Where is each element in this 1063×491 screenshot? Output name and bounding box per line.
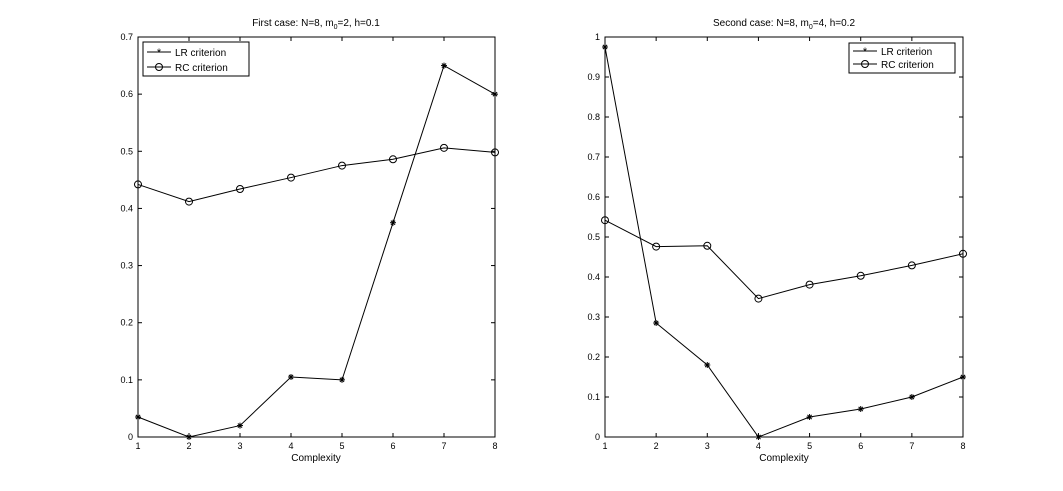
chart-2: Second case: N=8, m0=4, h=0.2 1 2 3 4 5 6 7 8 0… xyxy=(587,18,967,464)
chart-2-lr-point xyxy=(704,362,711,368)
chart-1-legend-marker-circle xyxy=(155,63,163,71)
y-tick-label: 0.7 xyxy=(587,152,600,162)
chart-1-x-axis-label: Complexity xyxy=(291,453,340,464)
chart-2-rc-point xyxy=(856,271,865,280)
y-tick-label: 0.8 xyxy=(587,112,600,122)
chart-2-rc-point xyxy=(959,249,967,258)
chart-2-lr-point xyxy=(806,414,813,420)
x-tick-label: 4 xyxy=(756,441,761,451)
x-tick-label: 8 xyxy=(960,441,965,451)
x-tick-label: 2 xyxy=(186,441,191,451)
chart-1-legend-label-rc: RC criterion xyxy=(175,63,228,74)
chart-2-rc-point xyxy=(805,280,814,289)
chart-2-title: Second case: N=8, m0=4, h=0.2 xyxy=(713,18,855,31)
y-tick-label: 0.4 xyxy=(587,272,600,282)
chart-1-rc-point xyxy=(134,180,142,189)
x-tick-label: 3 xyxy=(237,441,242,451)
chart-2-lr-point xyxy=(602,44,608,50)
chart-1-rc-point xyxy=(440,143,448,152)
chart-1-lr-line xyxy=(137,64,496,438)
chart-1-x-ticks: 1 2 3 4 5 6 7 8 xyxy=(135,37,498,451)
x-tick-label: 3 xyxy=(705,441,710,451)
x-tick-label: 5 xyxy=(807,441,812,451)
chart-2-lr-point xyxy=(908,394,915,400)
chart-1-plot-area xyxy=(137,36,496,438)
chart-1-legend-marker-asterisk: * xyxy=(157,47,162,59)
chart-1-lr-point xyxy=(186,434,192,440)
chart-1-lr-point xyxy=(135,414,141,420)
y-tick-label: 0.9 xyxy=(587,72,600,82)
y-tick-label: 0.7 xyxy=(120,32,133,42)
y-tick-label: 0.4 xyxy=(120,203,133,213)
chart-1-lr-point xyxy=(441,62,447,69)
chart-2-y-ticks: 0 0.1 0.2 0.3 0.4 0.5 0.6 0.7 0.8 0.9 1 xyxy=(587,32,963,442)
chart-2-plot-area xyxy=(604,36,964,438)
chart-1-lr-point xyxy=(237,422,243,429)
x-tick-label: 7 xyxy=(909,441,914,451)
chart-1-legend-label-lr: LR criterion xyxy=(175,48,226,59)
chart-2-lr-line xyxy=(604,46,964,438)
y-tick-label: 0 xyxy=(128,432,133,442)
chart-1-rc-point xyxy=(185,197,193,206)
chart-1-rc-line xyxy=(137,147,496,203)
chart-2-rc-point xyxy=(652,242,661,251)
y-tick-label: 1 xyxy=(595,32,600,42)
y-tick-label: 0.2 xyxy=(120,318,133,328)
chart-1-rc-point xyxy=(287,173,295,182)
chart-1-rc-point xyxy=(389,155,397,164)
chart-2-lr-point xyxy=(857,406,864,412)
chart-1-legend: * LR criterion RC criterion xyxy=(142,41,250,77)
y-tick-label: 0 xyxy=(595,432,600,442)
y-tick-label: 0.6 xyxy=(120,89,133,99)
chart-2-rc-point xyxy=(601,216,609,225)
y-tick-label: 0.3 xyxy=(120,261,133,271)
chart-1-rc-point xyxy=(491,148,499,157)
y-tick-label: 0.1 xyxy=(120,375,133,385)
chart-2-x-ticks: 1 2 3 4 5 6 7 8 xyxy=(602,37,966,451)
chart-2-legend-marker-asterisk: * xyxy=(863,46,868,58)
chart-1-y-ticks: 0 0.1 0.2 0.3 0.4 0.5 0.6 0.7 xyxy=(120,32,495,442)
x-tick-label: 6 xyxy=(858,441,863,451)
chart-2-legend-box xyxy=(848,42,956,74)
chart-1-title: First case: N=8, m0=2, h=0.1 xyxy=(252,18,380,31)
y-tick-label: 0.5 xyxy=(120,146,133,156)
y-tick-label: 0.3 xyxy=(587,312,600,322)
chart-2-lr-point xyxy=(960,374,966,380)
chart-1-lr-point xyxy=(339,376,345,383)
y-tick-label: 0.1 xyxy=(587,392,600,402)
chart-1-series xyxy=(134,62,499,440)
chart-2-rc-point xyxy=(703,241,712,250)
chart-1-lr-point xyxy=(390,219,396,226)
x-tick-label: 8 xyxy=(492,441,497,451)
y-tick-label: 0.5 xyxy=(587,232,600,242)
x-tick-label: 7 xyxy=(441,441,446,451)
x-tick-label: 2 xyxy=(654,441,659,451)
chart-2-rc-point xyxy=(754,294,763,303)
chart-2-legend: * LR criterion RC criterion xyxy=(848,42,956,74)
chart-2-legend-label-rc: RC criterion xyxy=(881,60,934,71)
x-tick-label: 6 xyxy=(390,441,395,451)
x-tick-label: 5 xyxy=(339,441,344,451)
chart-2-rc-line xyxy=(604,219,964,300)
x-tick-label: 1 xyxy=(602,441,607,451)
chart-2-lr-point xyxy=(653,320,660,326)
chart-1-lr-point xyxy=(492,91,498,98)
chart-2-legend-marker-circle xyxy=(861,60,869,68)
chart-1-rc-point xyxy=(236,185,244,193)
chart-1-lr-point xyxy=(288,374,294,380)
x-tick-label: 1 xyxy=(135,441,140,451)
chart-2-lr-point xyxy=(755,434,762,440)
chart-2-legend-label-lr: LR criterion xyxy=(881,47,932,58)
chart-1-rc-point xyxy=(338,161,346,170)
y-tick-label: 0.2 xyxy=(587,352,600,362)
chart-2-x-axis-label: Complexity xyxy=(759,453,808,464)
chart-2-series xyxy=(601,44,967,440)
y-tick-label: 0.6 xyxy=(587,192,600,202)
chart-2-rc-point xyxy=(907,261,916,270)
x-tick-label: 4 xyxy=(288,441,293,451)
